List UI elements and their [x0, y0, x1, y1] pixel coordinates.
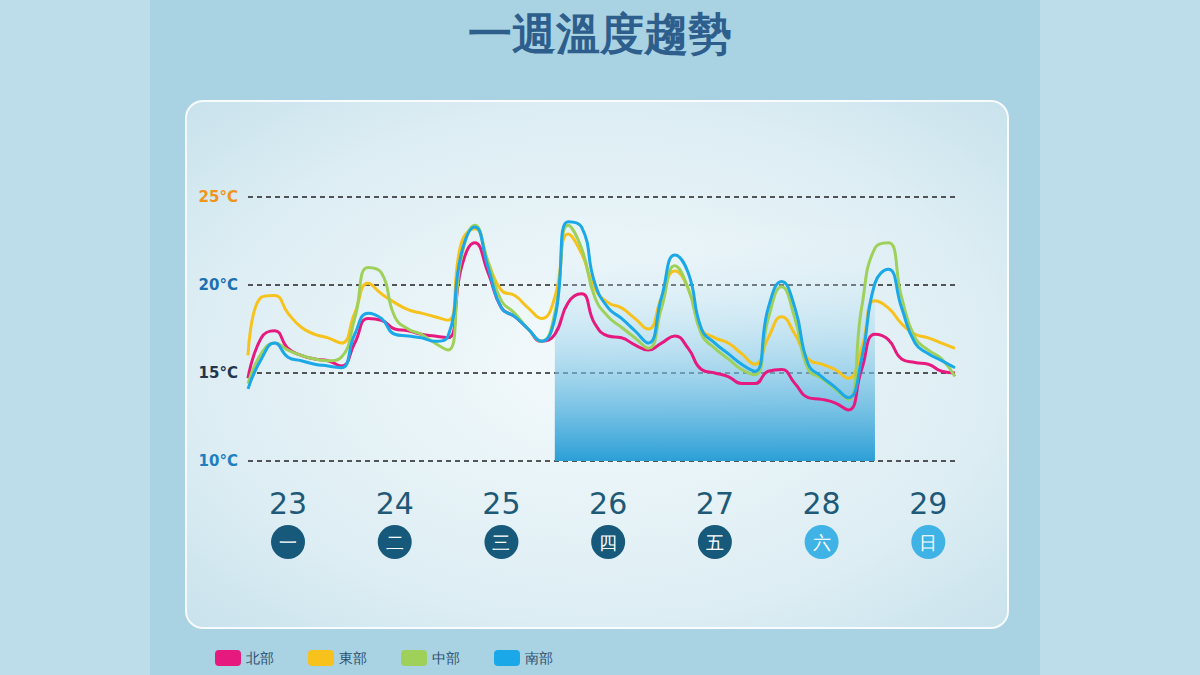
svg-text:25°C: 25°C	[199, 188, 238, 206]
svg-text:三: 三	[492, 532, 510, 553]
svg-text:28: 28	[803, 486, 841, 521]
svg-text:15°C: 15°C	[199, 364, 238, 382]
svg-text:25: 25	[482, 486, 520, 521]
svg-text:27: 27	[696, 486, 734, 521]
svg-text:六: 六	[813, 532, 831, 553]
svg-text:20°C: 20°C	[199, 276, 238, 294]
svg-text:四: 四	[599, 532, 617, 553]
svg-text:29: 29	[909, 486, 947, 521]
svg-text:10°C: 10°C	[199, 452, 238, 470]
svg-text:東部: 東部	[339, 650, 367, 666]
svg-text:北部: 北部	[246, 650, 274, 666]
svg-text:日: 日	[919, 532, 937, 553]
svg-text:二: 二	[386, 532, 404, 553]
svg-text:中部: 中部	[432, 650, 460, 666]
svg-text:五: 五	[706, 532, 724, 553]
svg-text:26: 26	[589, 486, 627, 521]
svg-text:24: 24	[376, 486, 414, 521]
svg-text:南部: 南部	[525, 650, 553, 666]
svg-text:一週溫度趨勢: 一週溫度趨勢	[468, 8, 732, 59]
svg-text:23: 23	[269, 486, 307, 521]
svg-text:一: 一	[279, 532, 297, 553]
